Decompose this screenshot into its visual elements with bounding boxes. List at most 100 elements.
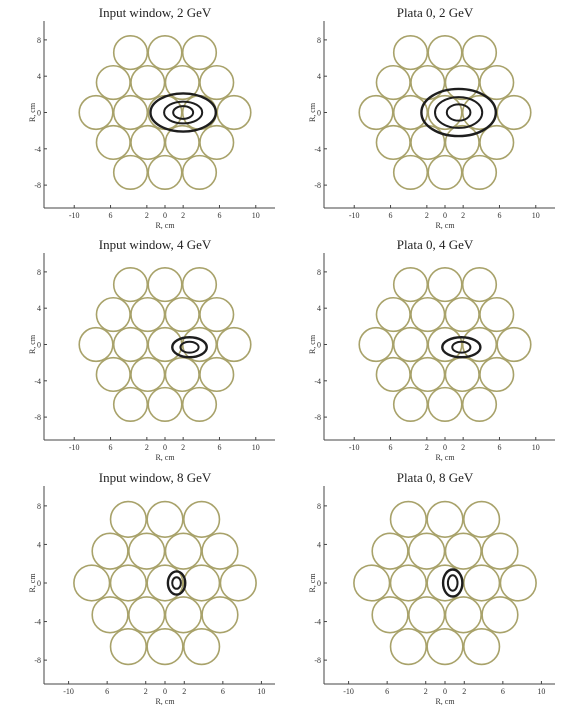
detector-tube	[408, 596, 446, 634]
x-tick-label: 6	[109, 211, 113, 220]
detector-tube	[112, 326, 149, 363]
detector-tube	[479, 296, 515, 333]
detector-tube	[147, 35, 183, 71]
x-axis-label: R, cm	[435, 697, 455, 706]
x-tick-label: 2	[145, 211, 149, 220]
detector-tube	[164, 64, 200, 101]
panel-input-window-8gev: Input window, 8 GeV 8 4 0 -4 -8 -10 6 2 0 2 6 10 R, …	[28, 470, 280, 706]
detector-tube	[392, 326, 429, 363]
detector-tube	[461, 386, 498, 423]
y-tick-label: 4	[37, 72, 41, 81]
detector-tube	[95, 124, 131, 161]
x-tick-label: 6	[217, 211, 221, 220]
x-axis-label: R, cm	[155, 453, 175, 462]
chart-title: Plata 0, 8 GeV	[396, 470, 474, 485]
panel-plata0-8gev: Plata 0, 8 GeV 8 4 0 -4 -8 -10 6 2 0 2 6 10 R, cm R, …	[308, 470, 560, 706]
detector-tube	[444, 356, 480, 393]
x-tick-label: 6	[389, 211, 393, 220]
chart-plot: 8 4 0 -4 -8 -10 6 2 0 2 6 10 R, cm R, cm	[28, 21, 275, 230]
detector-tube	[95, 296, 131, 333]
detector-tube	[444, 532, 482, 570]
detector-tube	[389, 564, 428, 602]
x-tick-label: 2	[181, 443, 185, 452]
y-tick-label: 8	[317, 502, 321, 511]
y-tick-label: -8	[314, 181, 321, 190]
detector-tube	[481, 596, 519, 634]
beam-contour	[434, 96, 484, 129]
beam-contour	[171, 336, 208, 359]
x-tick-label: -10	[349, 211, 360, 220]
detector-tube	[371, 596, 409, 634]
y-tick-label: 0	[37, 109, 41, 118]
y-tick-label: -4	[34, 618, 41, 627]
detector-tube	[427, 386, 463, 423]
detector-tube	[199, 296, 235, 333]
x-axis-label: R, cm	[435, 453, 455, 462]
beam-contour	[172, 105, 195, 120]
detector-tube	[463, 564, 501, 602]
chart-title: Input window, 2 GeV	[98, 5, 212, 20]
x-tick-label: 10	[252, 443, 260, 452]
y-tick-label: -4	[314, 377, 321, 386]
chart-plot: 8 4 0 -4 -8 -10 6 2 0 2 6 10 R, cm R, cm	[308, 253, 555, 462]
detector-tube	[389, 500, 428, 539]
detector-tube	[410, 356, 446, 393]
detector-tube	[389, 627, 428, 666]
detector-tube	[444, 296, 480, 333]
detector-tube	[444, 64, 480, 101]
detector-tube	[444, 596, 482, 634]
detector-tube	[147, 386, 183, 423]
chart-title: Plata 0, 2 GeV	[396, 5, 474, 20]
detector-tube	[201, 532, 239, 570]
x-tick-label: 6	[105, 687, 109, 696]
x-tick-label: 0	[163, 687, 167, 696]
detector-tube	[199, 124, 235, 161]
detector-tube	[375, 356, 411, 393]
detector-tube	[91, 532, 129, 570]
detector-tube	[181, 386, 218, 423]
x-tick-label: 2	[425, 443, 429, 452]
beam-contour	[163, 100, 204, 125]
y-tick-label: 8	[37, 502, 41, 511]
y-tick-label: 0	[37, 579, 41, 588]
detector-tube	[112, 386, 149, 423]
y-tick-label: -4	[34, 145, 41, 154]
detector-tube	[410, 124, 446, 161]
y-tick-label: 0	[317, 579, 321, 588]
y-tick-label: 8	[37, 268, 41, 277]
x-tick-label: 0	[163, 443, 167, 452]
detector-tube	[410, 296, 446, 333]
x-axis-label: R, cm	[155, 221, 175, 230]
detector-tube	[95, 356, 131, 393]
x-tick-label: 2	[461, 211, 465, 220]
detector-tube	[109, 564, 148, 602]
x-tick-label: 0	[163, 211, 167, 220]
detector-tube	[375, 64, 411, 101]
detector-tube	[496, 326, 532, 363]
detector-tube	[461, 35, 498, 71]
detector-tube	[358, 94, 394, 131]
y-tick-label: 8	[37, 36, 41, 45]
detector-tube	[130, 64, 166, 101]
x-tick-label: 2	[461, 443, 465, 452]
x-tick-label: 0	[443, 211, 447, 220]
y-tick-label: 0	[317, 341, 321, 350]
x-tick-label: 10	[532, 211, 540, 220]
detector-tube	[147, 326, 183, 363]
y-tick-label: 4	[37, 304, 41, 313]
detector-tube	[147, 267, 183, 303]
x-tick-label: 10	[257, 687, 265, 696]
detector-tube	[146, 564, 184, 602]
x-tick-label: 6	[221, 687, 225, 696]
chart-plot: 8 4 0 -4 -8 -10 6 2 0 2 6 10 R, cm R, cm	[308, 21, 555, 230]
y-tick-label: 4	[37, 540, 41, 549]
detector-tube	[479, 356, 515, 393]
beam-contour	[441, 568, 464, 598]
detector-tube	[392, 94, 429, 131]
detector-tube	[427, 94, 463, 131]
panel-input-window-4gev: Input window, 4 GeV 8 4 0 -4 -8 -10 6 2 0 2 6 10 R, …	[28, 237, 280, 462]
detector-tube	[375, 296, 411, 333]
x-tick-label: 2	[144, 687, 148, 696]
detector-tube	[183, 500, 221, 539]
detector-tube	[219, 564, 257, 602]
